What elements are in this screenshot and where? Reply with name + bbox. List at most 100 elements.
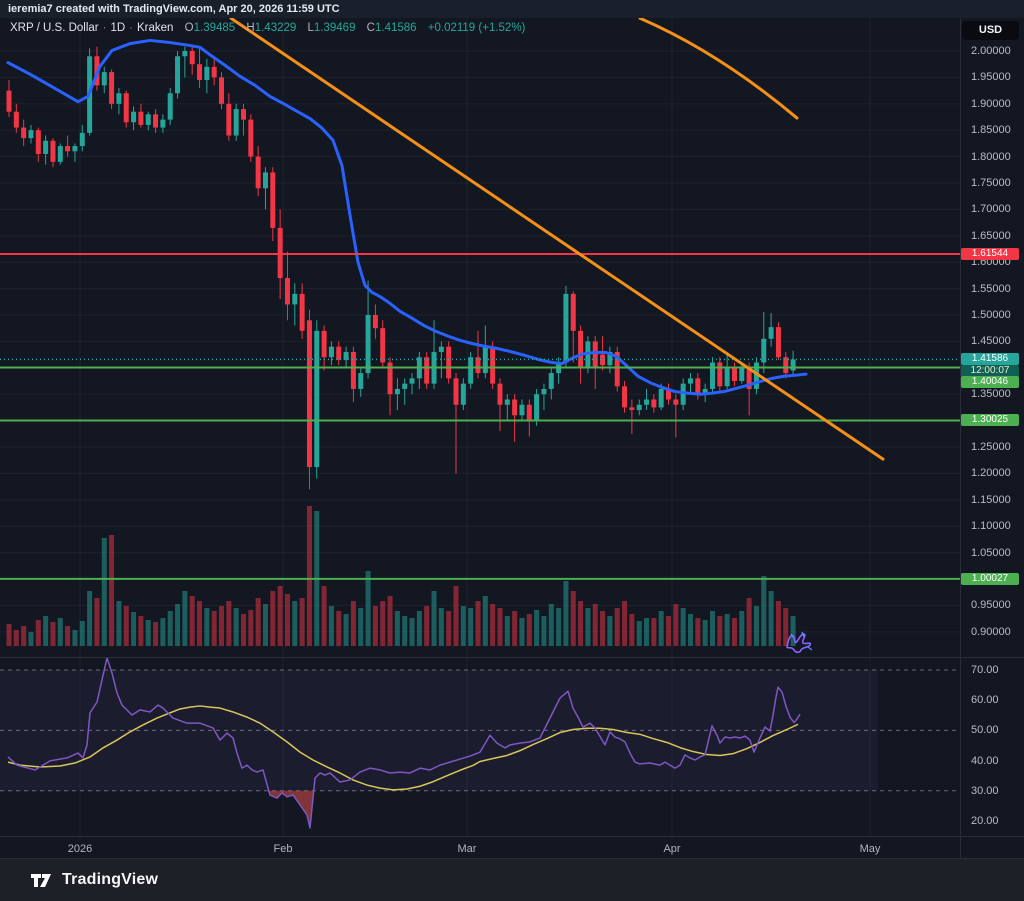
volume-bar [658,611,664,646]
low-value: 1.39469 [313,22,356,34]
rsi-line-rsi-based-ma[interactable] [7,705,799,791]
volume-bar [504,616,510,646]
candle-body [753,362,759,389]
rsi-axis-label: 20.00 [971,815,999,827]
candle-body [50,140,56,162]
volume-bar [57,618,63,646]
volume-bar [160,618,166,646]
candle-body [717,362,723,387]
candle-body [328,346,334,358]
price-axis-label: 1.90000 [971,97,1011,110]
volume-bar [248,610,254,646]
volume-bar [622,601,628,646]
candle-body [614,351,620,387]
interval-label[interactable]: 1D [110,22,126,34]
volume-bar [651,618,657,646]
rsi-pane[interactable] [0,658,960,829]
candle-body [160,119,166,128]
rsi-line-rsi[interactable] [7,658,801,829]
volume-bar [182,591,188,646]
volume-bar [189,596,195,646]
candle-body [255,156,261,189]
tradingview-logo-icon[interactable] [30,869,52,891]
price-pane[interactable] [0,18,960,654]
volume-bar [731,618,737,646]
candle-body [490,346,496,384]
footer-bar: TradingView [0,859,1024,901]
volume-bar [6,624,12,646]
high-value: 1.43229 [254,22,297,34]
sticker-drawing[interactable] [786,631,813,654]
candle-body [460,383,466,405]
volume-bar [284,594,290,646]
price-axis-label: 1.05000 [971,546,1011,559]
candles[interactable] [6,46,796,490]
volume-bar [753,606,759,646]
candle-body [438,346,444,352]
volume-bar [570,591,576,646]
candle-body [695,378,701,395]
candle-body [739,367,745,381]
candle-body [277,227,283,279]
volume-bar [28,632,34,646]
candle-body [270,172,276,228]
candle-body [636,404,642,411]
volume-bar [94,598,100,646]
volume-bar [365,571,371,646]
candle-body [233,109,239,136]
price-badge-resistance-price: 1.61544 [961,248,1019,261]
legend-separator: · [129,22,134,34]
volume-bar [424,606,430,646]
candle-body [131,111,137,123]
candle-body [651,399,657,408]
trend-curve[interactable] [638,18,799,120]
chart-canvas[interactable] [0,0,1024,859]
volume-bar [321,586,327,646]
volume-bar [541,616,547,646]
volume-bar [79,621,85,646]
volume-bar [50,622,56,646]
volume-bar [709,611,715,646]
volume-bar [350,601,356,646]
legend-separator: · [102,22,107,34]
candle-body [226,103,232,136]
candle-body [688,378,694,384]
volume-bar [226,601,232,646]
volume-bar [680,608,686,646]
downtrend-line[interactable] [229,18,885,461]
candle-body [563,293,569,363]
candle-body [153,114,159,128]
volume-bar [717,616,723,646]
time-axis-label-apr: Apr [663,843,681,855]
currency-button[interactable]: USD [962,21,1019,40]
footer-brand-text[interactable]: TradingView [62,871,159,888]
price-axis-label: 1.65000 [971,229,1011,242]
volume-bar [673,604,679,646]
candle-body [21,127,27,139]
candle-body [262,172,268,189]
volume-bar [131,612,137,646]
volume-bar [204,608,210,646]
symbol-title[interactable]: XRP / U.S. Dollar [10,22,99,34]
volume-bar [336,611,342,646]
volume-bar [468,608,474,646]
volume-bar [644,618,650,646]
candle-body [321,330,327,358]
rsi-band [0,670,878,791]
volume-bar [211,611,217,646]
candle-body [292,293,298,305]
price-badge-bar-countdown: 12:00:07 [961,364,1019,377]
price-badge-support-price-3: 1.00027 [961,572,1019,585]
candle-body [189,51,195,65]
candle-body [197,64,203,81]
volume-bar [453,586,459,646]
volume-bar [394,611,400,646]
close-label: C [366,22,375,34]
candle-body [72,146,78,152]
volume-bar [409,618,415,646]
ma-line[interactable] [6,38,808,396]
candle-body [350,351,356,389]
change-value: +0.02119 (+1.52%) [427,22,526,34]
candle-body [673,399,679,405]
